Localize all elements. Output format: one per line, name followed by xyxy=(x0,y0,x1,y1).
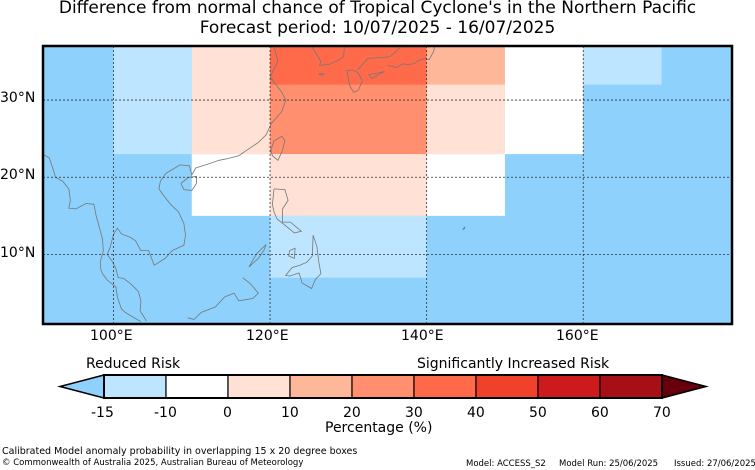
coastline xyxy=(357,45,402,71)
footer-model: Model: ACCESS_S2 xyxy=(466,459,546,469)
coastline xyxy=(346,69,363,93)
coastline xyxy=(387,45,435,69)
map-area xyxy=(43,46,732,324)
coastline xyxy=(462,226,466,231)
x-tick-label-140e: 140°E xyxy=(401,328,444,344)
footer-issued: Issued: 27/06/2025 xyxy=(674,459,755,469)
heatmap-cell xyxy=(191,154,271,216)
footer-copyright: © Commonwealth of Australia 2025, Austra… xyxy=(2,458,304,468)
colorbar-segment xyxy=(165,374,229,399)
map-title-line1: Difference from normal chance of Tropica… xyxy=(58,0,697,18)
colorbar-segment xyxy=(289,374,353,399)
colorbar-tick-label: 30 xyxy=(405,405,423,421)
y-tick-label-10n: 10°N xyxy=(0,245,36,261)
heatmap-cell xyxy=(504,100,584,155)
coastline xyxy=(284,235,322,290)
colorbar-tick-label: 50 xyxy=(529,405,547,421)
coastline xyxy=(187,277,259,320)
colorbar-tick-label: 40 xyxy=(467,405,485,421)
colorbar-segment xyxy=(475,374,539,399)
colorbar-tick-label: 10 xyxy=(281,405,299,421)
coastlines xyxy=(42,45,466,323)
heatmap-cell xyxy=(191,100,271,155)
map-title-line2: Forecast period: 10/07/2025 - 16/07/2025 xyxy=(199,18,556,38)
colorbar-axis-label: Percentage (%) xyxy=(325,420,433,436)
heatmap-cell xyxy=(270,84,427,155)
heatmap-cell xyxy=(191,46,271,101)
coastline xyxy=(311,45,345,66)
colorbar-segment xyxy=(227,374,291,399)
colorbar-arrow-high xyxy=(661,374,709,399)
heatmap-cell xyxy=(504,46,584,101)
map-frame xyxy=(41,44,734,326)
coastline xyxy=(318,73,326,76)
colorbar-segment xyxy=(103,374,167,399)
colorbar-tick-label: -15 xyxy=(91,405,114,421)
footer-description: Calibrated Model anomaly probability in … xyxy=(2,446,358,457)
colorbar-segment xyxy=(599,374,663,399)
heatmap-cell xyxy=(270,215,427,278)
heatmap-cell xyxy=(270,154,427,216)
colorbar-tick-label: 70 xyxy=(653,405,671,421)
coastline xyxy=(106,45,287,322)
coastline xyxy=(288,247,296,259)
heatmap-cell xyxy=(583,46,662,85)
footer-model-run: Model Run: 25/06/2025 xyxy=(559,459,659,469)
colorbar-tick-label: 20 xyxy=(343,405,361,421)
colorbar-arrow-low xyxy=(57,374,105,399)
graticule xyxy=(43,46,732,324)
coastline xyxy=(248,244,267,268)
legend-reduced-risk-label: Reduced Risk xyxy=(86,356,181,372)
y-tick-label-20n: 20°N xyxy=(0,167,36,183)
coastline xyxy=(271,188,303,234)
colorbar-tick-label: 60 xyxy=(591,405,609,421)
coastline xyxy=(270,135,286,161)
colorbar-tick-label: 0 xyxy=(223,405,232,421)
colorbar xyxy=(57,374,709,399)
y-tick-label-30n: 30°N xyxy=(0,90,36,106)
coastline xyxy=(42,153,142,323)
x-tick-label-160e: 160°E xyxy=(556,328,599,344)
legend-increased-risk-label: Significantly Increased Risk xyxy=(417,356,610,372)
heatmap-cell xyxy=(426,84,505,155)
colorbar-outline xyxy=(103,374,663,399)
colorbar-tick-label: -10 xyxy=(154,405,177,421)
coastline xyxy=(368,71,385,79)
colorbar-segment xyxy=(351,374,415,399)
x-tick-label-100e: 100°E xyxy=(90,328,133,344)
x-tick-label-120e: 120°E xyxy=(246,328,289,344)
colorbar-segment xyxy=(413,374,477,399)
heatmap-cell xyxy=(426,154,505,216)
colorbar-segment xyxy=(537,374,601,399)
